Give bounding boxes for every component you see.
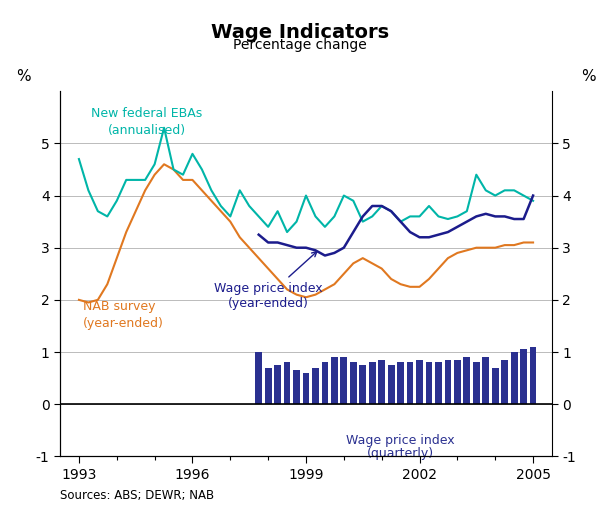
Bar (520, 349, 527, 404)
Text: New federal EBAs: New federal EBAs (91, 107, 203, 120)
Bar (397, 363, 404, 404)
Text: Wage price index
(year-ended): Wage price index (year-ended) (214, 251, 322, 310)
Bar (463, 357, 470, 404)
Text: Sources: ABS; DEWR; NAB: Sources: ABS; DEWR; NAB (60, 489, 214, 502)
Bar (350, 363, 357, 404)
Bar (388, 365, 395, 404)
Bar (454, 360, 461, 404)
Bar (293, 370, 300, 404)
Bar (530, 347, 536, 404)
Bar (331, 357, 338, 404)
Text: Wage price index: Wage price index (346, 434, 455, 447)
Text: %: % (16, 69, 31, 84)
Bar (473, 363, 480, 404)
Bar (369, 363, 376, 404)
Text: Percentage change: Percentage change (233, 38, 367, 52)
Bar (312, 368, 319, 404)
Bar (511, 352, 518, 404)
Bar (322, 363, 328, 404)
Bar (482, 357, 489, 404)
Bar (501, 360, 508, 404)
Text: Wage Indicators: Wage Indicators (211, 23, 389, 42)
Bar (492, 368, 499, 404)
Bar (445, 360, 451, 404)
Text: (quarterly): (quarterly) (367, 447, 434, 460)
Text: %: % (581, 69, 596, 84)
Bar (435, 363, 442, 404)
Bar (407, 363, 413, 404)
Bar (378, 360, 385, 404)
Bar (265, 368, 272, 404)
Text: (year-ended): (year-ended) (83, 317, 164, 330)
Bar (359, 365, 366, 404)
Bar (284, 363, 290, 404)
Bar (340, 357, 347, 404)
Bar (416, 360, 423, 404)
Bar (255, 352, 262, 404)
Bar (425, 363, 433, 404)
Bar (274, 365, 281, 404)
Text: NAB survey: NAB survey (83, 300, 155, 313)
Text: (annualised): (annualised) (108, 124, 186, 137)
Bar (302, 373, 310, 404)
